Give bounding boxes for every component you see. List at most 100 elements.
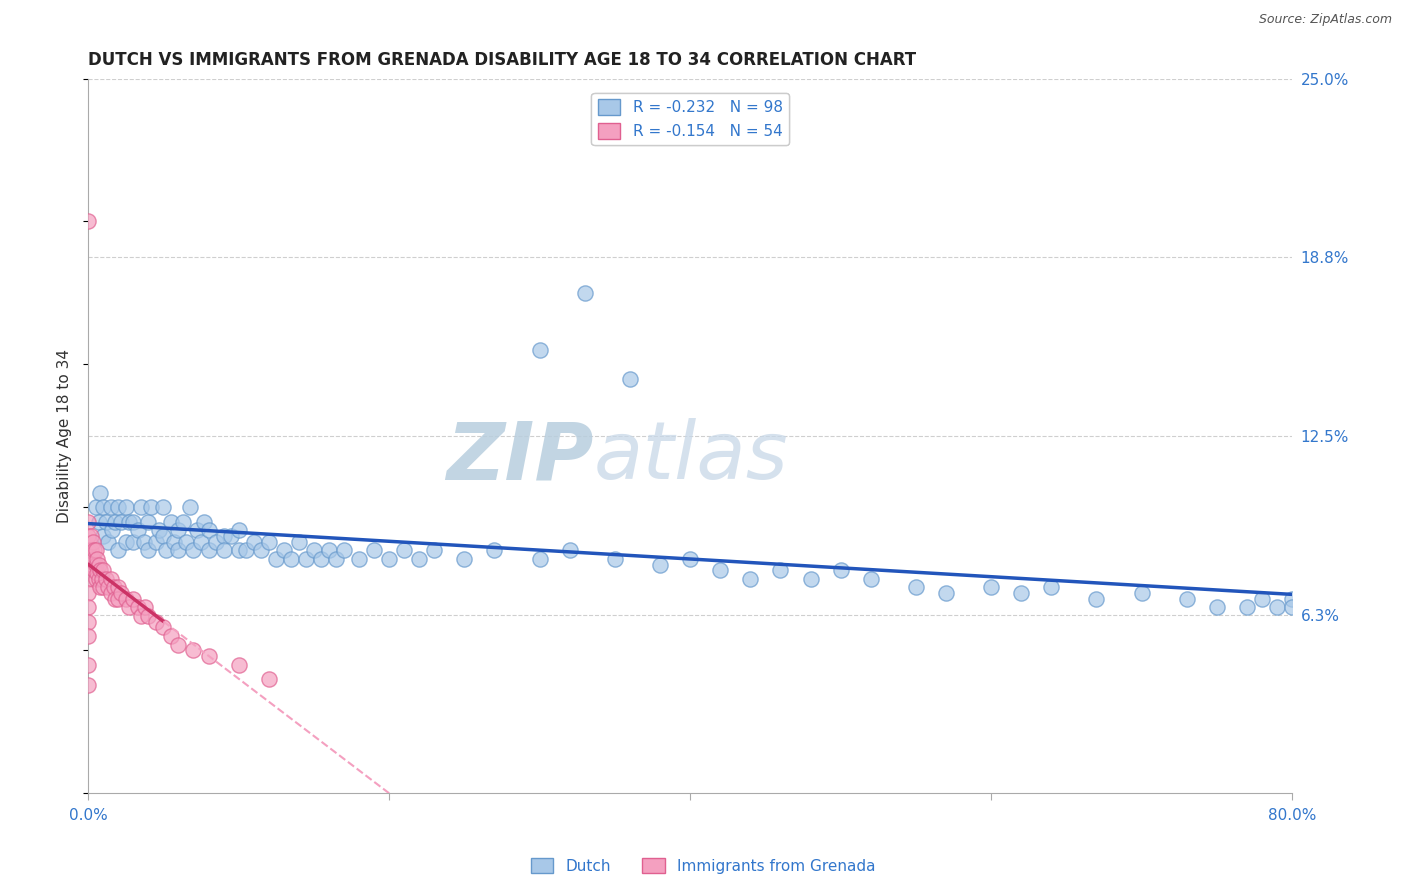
Point	[1205, 600, 1227, 615]
Point	[769, 563, 792, 577]
Point	[82, 551, 104, 566]
Point	[127, 600, 149, 615]
Point	[103, 581, 125, 595]
Point	[250, 543, 273, 558]
Point	[104, 515, 127, 529]
Point	[174, 534, 197, 549]
Point	[242, 534, 264, 549]
Point	[302, 543, 325, 558]
Point	[100, 500, 122, 515]
Point	[160, 629, 183, 643]
Point	[228, 657, 250, 672]
Y-axis label: Disability Age 18 to 34: Disability Age 18 to 34	[58, 349, 72, 523]
Point	[1281, 591, 1303, 606]
Point	[77, 529, 100, 543]
Point	[104, 591, 127, 606]
Point	[118, 600, 141, 615]
Point	[148, 523, 170, 537]
Point	[235, 543, 257, 558]
Point	[152, 500, 174, 515]
Point	[97, 534, 120, 549]
Point	[122, 515, 145, 529]
Point	[90, 572, 112, 586]
Point	[1281, 600, 1303, 615]
Point	[529, 343, 551, 358]
Point	[82, 534, 104, 549]
Point	[325, 551, 347, 566]
Point	[648, 558, 671, 572]
Point	[484, 543, 506, 558]
Point	[101, 523, 124, 537]
Point	[288, 534, 311, 549]
Point	[114, 500, 136, 515]
Point	[80, 543, 103, 558]
Point	[89, 486, 111, 500]
Point	[163, 534, 186, 549]
Point	[558, 543, 581, 558]
Point	[77, 629, 100, 643]
Point	[1130, 586, 1153, 600]
Point	[197, 648, 219, 663]
Point	[228, 523, 250, 537]
Point	[453, 551, 475, 566]
Point	[264, 551, 287, 566]
Point	[179, 500, 201, 515]
Point	[129, 609, 152, 624]
Point	[77, 543, 100, 558]
Point	[97, 581, 120, 595]
Point	[96, 572, 118, 586]
Point	[87, 558, 110, 572]
Point	[980, 581, 1002, 595]
Point	[186, 523, 208, 537]
Point	[799, 572, 821, 586]
Point	[935, 586, 957, 600]
Point	[86, 551, 108, 566]
Point	[86, 566, 108, 580]
Point	[145, 615, 167, 629]
Point	[295, 551, 318, 566]
Point	[347, 551, 370, 566]
Point	[392, 543, 415, 558]
Point	[138, 609, 160, 624]
Point	[408, 551, 430, 566]
Point	[138, 543, 160, 558]
Point	[197, 543, 219, 558]
Point	[257, 534, 280, 549]
Point	[100, 572, 122, 586]
Point	[83, 563, 105, 577]
Point	[1175, 591, 1198, 606]
Point	[77, 572, 100, 586]
Legend: Dutch, Immigrants from Grenada: Dutch, Immigrants from Grenada	[524, 852, 882, 880]
Point	[77, 657, 100, 672]
Point	[197, 523, 219, 537]
Point	[273, 543, 295, 558]
Point	[77, 600, 100, 615]
Point	[107, 581, 129, 595]
Point	[89, 563, 111, 577]
Point	[152, 620, 174, 634]
Point	[134, 600, 156, 615]
Point	[118, 515, 141, 529]
Point	[89, 581, 111, 595]
Point	[1010, 586, 1032, 600]
Point	[363, 543, 385, 558]
Point	[80, 529, 103, 543]
Point	[155, 543, 177, 558]
Point	[333, 543, 356, 558]
Point	[228, 543, 250, 558]
Point	[84, 572, 107, 586]
Point	[423, 543, 446, 558]
Point	[152, 529, 174, 543]
Point	[107, 591, 129, 606]
Point	[84, 558, 107, 572]
Point	[257, 672, 280, 686]
Point	[1085, 591, 1108, 606]
Point	[77, 214, 100, 228]
Point	[311, 551, 333, 566]
Point	[87, 572, 110, 586]
Point	[167, 543, 190, 558]
Legend: R = -0.232   N = 98, R = -0.154   N = 54: R = -0.232 N = 98, R = -0.154 N = 54	[592, 94, 789, 145]
Text: atlas: atlas	[593, 418, 789, 496]
Point	[129, 500, 152, 515]
Point	[619, 372, 641, 386]
